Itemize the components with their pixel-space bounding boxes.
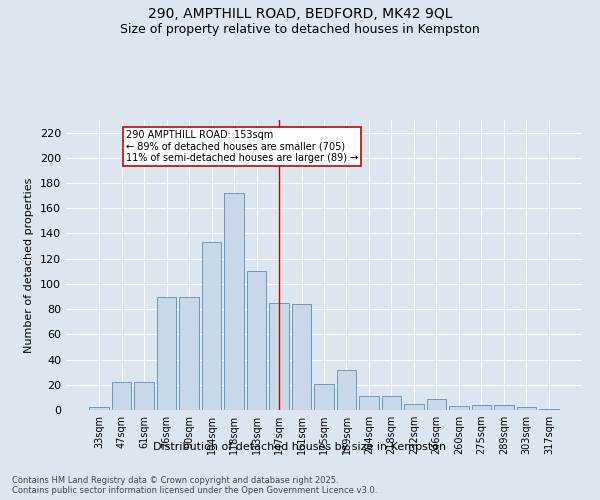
Bar bbox=[179, 296, 199, 410]
Bar bbox=[382, 396, 401, 410]
Bar bbox=[89, 408, 109, 410]
Bar bbox=[539, 408, 559, 410]
Bar bbox=[247, 272, 266, 410]
Text: Distribution of detached houses by size in Kempston: Distribution of detached houses by size … bbox=[154, 442, 446, 452]
Bar bbox=[224, 193, 244, 410]
Text: 290, AMPTHILL ROAD, BEDFORD, MK42 9QL: 290, AMPTHILL ROAD, BEDFORD, MK42 9QL bbox=[148, 8, 452, 22]
Bar bbox=[449, 406, 469, 410]
Text: 290 AMPTHILL ROAD: 153sqm
← 89% of detached houses are smaller (705)
11% of semi: 290 AMPTHILL ROAD: 153sqm ← 89% of detac… bbox=[126, 130, 358, 164]
Bar bbox=[359, 396, 379, 410]
Bar bbox=[472, 405, 491, 410]
Text: Size of property relative to detached houses in Kempston: Size of property relative to detached ho… bbox=[120, 22, 480, 36]
Bar bbox=[292, 304, 311, 410]
Bar bbox=[202, 242, 221, 410]
Bar bbox=[157, 296, 176, 410]
Bar bbox=[314, 384, 334, 410]
Bar bbox=[494, 405, 514, 410]
Bar bbox=[337, 370, 356, 410]
Bar bbox=[427, 398, 446, 410]
Bar bbox=[404, 404, 424, 410]
Y-axis label: Number of detached properties: Number of detached properties bbox=[25, 178, 34, 352]
Bar bbox=[269, 303, 289, 410]
Text: Contains HM Land Registry data © Crown copyright and database right 2025.
Contai: Contains HM Land Registry data © Crown c… bbox=[12, 476, 377, 495]
Bar bbox=[517, 408, 536, 410]
Bar bbox=[112, 382, 131, 410]
Bar bbox=[134, 382, 154, 410]
